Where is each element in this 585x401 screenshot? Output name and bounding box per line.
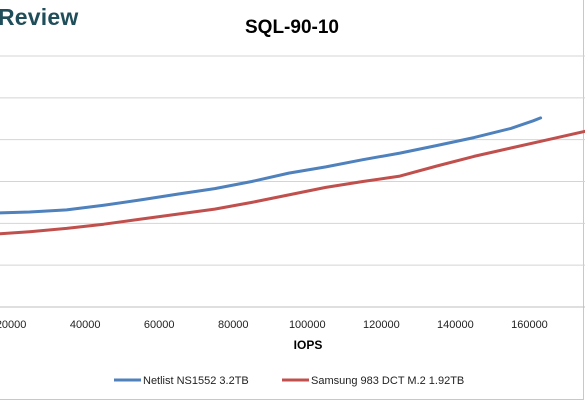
chart-title: SQL-90-10 — [245, 17, 339, 38]
x-tick-label: 80000 — [218, 319, 249, 331]
legend-label-2: Samsung 983 DCT M.2 1.92TB — [311, 375, 464, 387]
x-tick-label: 160000 — [511, 319, 548, 331]
x-tick-label: 120000 — [363, 319, 400, 331]
legend-label-1: Netlist NS1552 3.2TB — [143, 375, 249, 387]
x-tick-label: 40000 — [70, 319, 101, 331]
x-tick-label: 60000 — [144, 319, 175, 331]
x-tick-labels: 20000 40000 60000 80000 100000 120000 140000 16… — [0, 319, 548, 331]
legend: Netlist NS1552 3.2TB Samsung 983 DCT M.2 … — [114, 375, 464, 387]
x-tick-label: 100000 — [289, 319, 326, 331]
gridlines — [0, 55, 585, 308]
x-axis-label: IOPS — [294, 338, 323, 352]
series-line-2 — [0, 129, 585, 236]
series-line-1 — [0, 116, 543, 215]
brand-logo-text: Review — [0, 4, 79, 30]
x-tick-label: 20000 — [0, 319, 26, 331]
series-lines — [0, 116, 585, 236]
x-tick-label: 140000 — [437, 319, 474, 331]
